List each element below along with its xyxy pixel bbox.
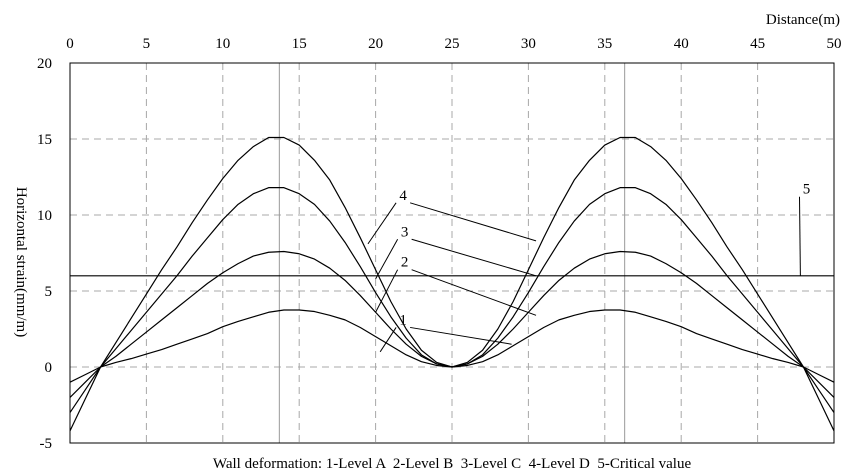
x-tick-label: 50 (827, 36, 842, 52)
annotation-label-1: 1 (399, 312, 407, 328)
annotation-leader-1 (379, 327, 397, 353)
x-tick-label: 45 (750, 36, 765, 52)
chart-caption: Wall deformation: 1-Level A 2-Level B 3-… (213, 456, 692, 472)
x-tick-label: 20 (368, 36, 383, 52)
y-tick-label: -5 (40, 436, 53, 452)
series (69, 136, 835, 432)
annotation-leader-4 (367, 202, 397, 245)
x-tick-label: 15 (292, 36, 307, 52)
annotation-leader-1 (410, 326, 512, 345)
y-tick-label: 0 (45, 360, 53, 376)
x-tick-label: 25 (445, 36, 460, 52)
annotation-label-3: 3 (401, 224, 409, 240)
series-line-4 (69, 136, 835, 432)
x-tick-label: 5 (143, 36, 151, 52)
annotations: 1 2 3 4 5 (367, 182, 811, 353)
annotation-leader-3 (375, 239, 399, 280)
x-tick-label: 30 (521, 36, 536, 52)
annotation-leader-2 (411, 269, 537, 316)
reference-lines (278, 63, 626, 443)
x-tick-label: 0 (66, 36, 74, 52)
x-tick-label: 10 (215, 36, 230, 52)
x-tick-label: 40 (674, 36, 689, 52)
y-tick-label: 15 (37, 132, 52, 148)
plot-frame (69, 62, 835, 444)
x-axis-label: Distance(m) (766, 12, 840, 28)
annotation-label-2: 2 (401, 255, 409, 271)
grid (70, 63, 834, 443)
annotation-leader-3 (411, 238, 537, 277)
y-tick-label: 20 (37, 56, 52, 72)
y-tick-label: 10 (37, 208, 52, 224)
annotation-leader-5 (798, 196, 801, 276)
annotation-label-5: 5 (803, 182, 811, 198)
annotation-leader-4 (409, 202, 537, 242)
y-axis-label: Horizontal strain(mm/m) (13, 187, 29, 337)
y-tick-label: 5 (45, 284, 53, 300)
x-tick-label: 35 (597, 36, 612, 52)
annotation-label-4: 4 (399, 188, 407, 204)
annotation-leader-2 (375, 269, 399, 313)
